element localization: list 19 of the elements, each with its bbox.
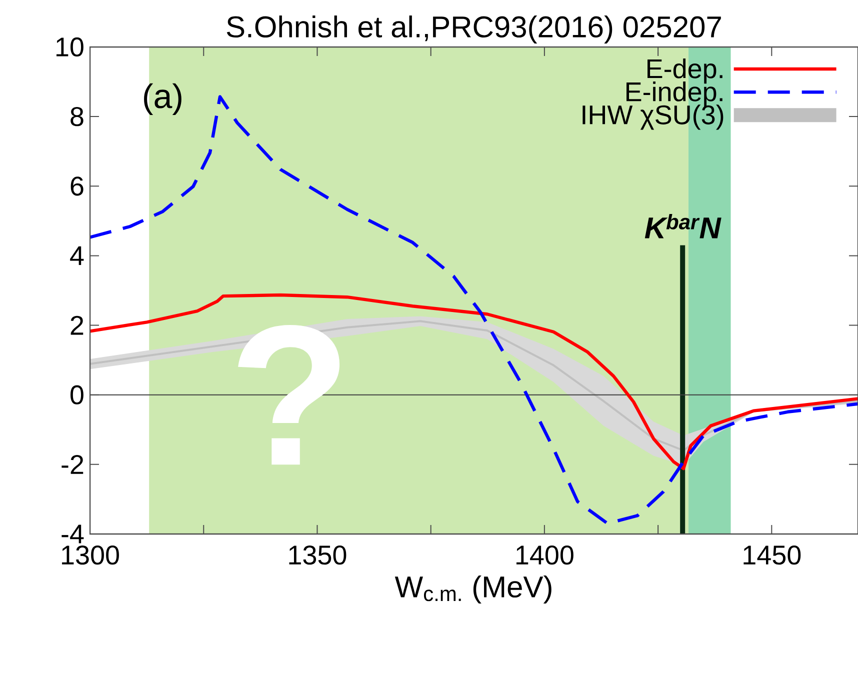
- x-tick-label: 1400: [516, 546, 574, 565]
- x-tick-label: 1300: [62, 546, 119, 565]
- y-tick-label: 10: [56, 37, 84, 57]
- y-tick-label: 2: [70, 316, 84, 335]
- legend-label: E-indep.: [626, 82, 722, 107]
- x-axis-title: W$_{c.m.}$ (MeV): [394, 576, 552, 604]
- y-tick-label: -4: [62, 524, 84, 544]
- y-tick-label: 8: [70, 107, 84, 126]
- annotation: (a): [144, 83, 182, 116]
- y-tick-label: 4: [70, 246, 84, 265]
- legend-label: IHW χSU(3): [582, 104, 724, 130]
- x-tick-label: 1450: [744, 546, 801, 565]
- y-tick-label: 0: [70, 385, 84, 404]
- y-tick-label: 6: [70, 176, 84, 196]
- legend-label: E-dep.: [648, 58, 722, 84]
- ref-line-label: K$^{bar}$N: [644, 214, 722, 238]
- chart-title: S.Ohnish et al.,PRC93(2016) 025207: [226, 16, 721, 44]
- x-tick-label: 1350: [289, 546, 346, 565]
- y-tick-label: -2: [62, 454, 84, 474]
